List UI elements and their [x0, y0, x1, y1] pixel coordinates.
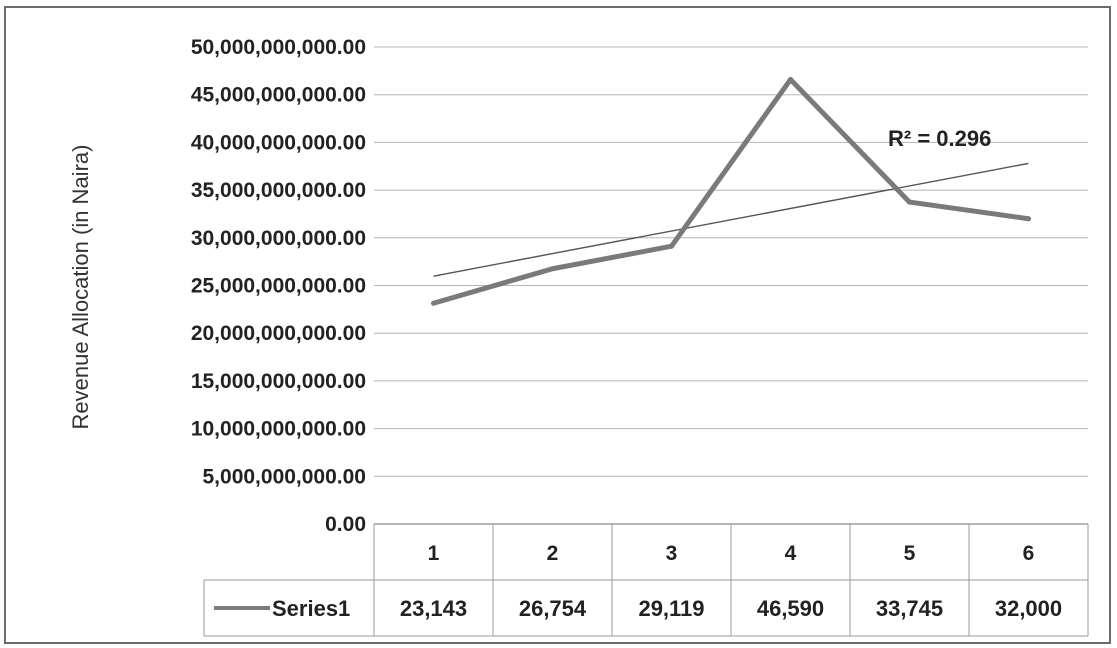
- gridlines: [374, 46, 1088, 525]
- data-label: 29,119: [638, 596, 704, 621]
- y-axis-label: Revenue Allocation (in Naira): [68, 145, 93, 430]
- y-tick-label: 15,000,000,000.00: [191, 370, 366, 393]
- y-tick-label: 0.00: [325, 513, 366, 536]
- x-tick-label: 3: [666, 542, 678, 565]
- y-tick-label: 45,000,000,000.00: [191, 84, 366, 107]
- data-point: [669, 243, 674, 249]
- trendline-path: [433, 162, 1029, 277]
- data-point: [907, 199, 912, 205]
- y-tick-labels: 0.00 5,000,000,000.00 10,000,000,000.00 15,…: [191, 36, 366, 536]
- data-label: 32,000: [995, 596, 1062, 621]
- x-tick-label: 1: [428, 542, 440, 565]
- data-point: [1026, 216, 1031, 222]
- data-table: 1 2 3 4 5 6 Series1 23,143 26,754 29,119 46,590 33,…: [203, 523, 1089, 637]
- y-tick-label: 35,000,000,000.00: [191, 179, 366, 202]
- data-label: 33,745: [876, 596, 943, 621]
- y-tick-label: 20,000,000,000.00: [191, 322, 366, 345]
- series-line: [431, 77, 1031, 306]
- series-line-path: [431, 77, 1031, 306]
- y-tick-label: 25,000,000,000.00: [191, 275, 366, 298]
- data-label: 23,143: [400, 596, 467, 621]
- x-tick-label: 5: [904, 542, 916, 565]
- data-point: [431, 300, 436, 306]
- r-squared-label: R² = 0.296: [888, 126, 991, 151]
- y-tick-label: 50,000,000,000.00: [191, 36, 366, 59]
- data-label: 46,590: [757, 596, 824, 621]
- data-point: [550, 266, 555, 272]
- data-point: [788, 77, 793, 83]
- x-tick-label: 6: [1023, 542, 1035, 565]
- y-tick-label: 5,000,000,000.00: [203, 465, 367, 488]
- chart-frame: [4, 6, 1111, 644]
- trendline: [433, 162, 1029, 277]
- x-tick-label: 2: [547, 542, 559, 565]
- y-tick-label: 40,000,000,000.00: [191, 131, 366, 154]
- data-label: 26,754: [519, 596, 587, 621]
- y-tick-label: 30,000,000,000.00: [191, 227, 366, 250]
- x-tick-label: 4: [785, 542, 797, 565]
- y-tick-label: 10,000,000,000.00: [191, 418, 366, 441]
- legend-series-name: Series1: [272, 596, 350, 621]
